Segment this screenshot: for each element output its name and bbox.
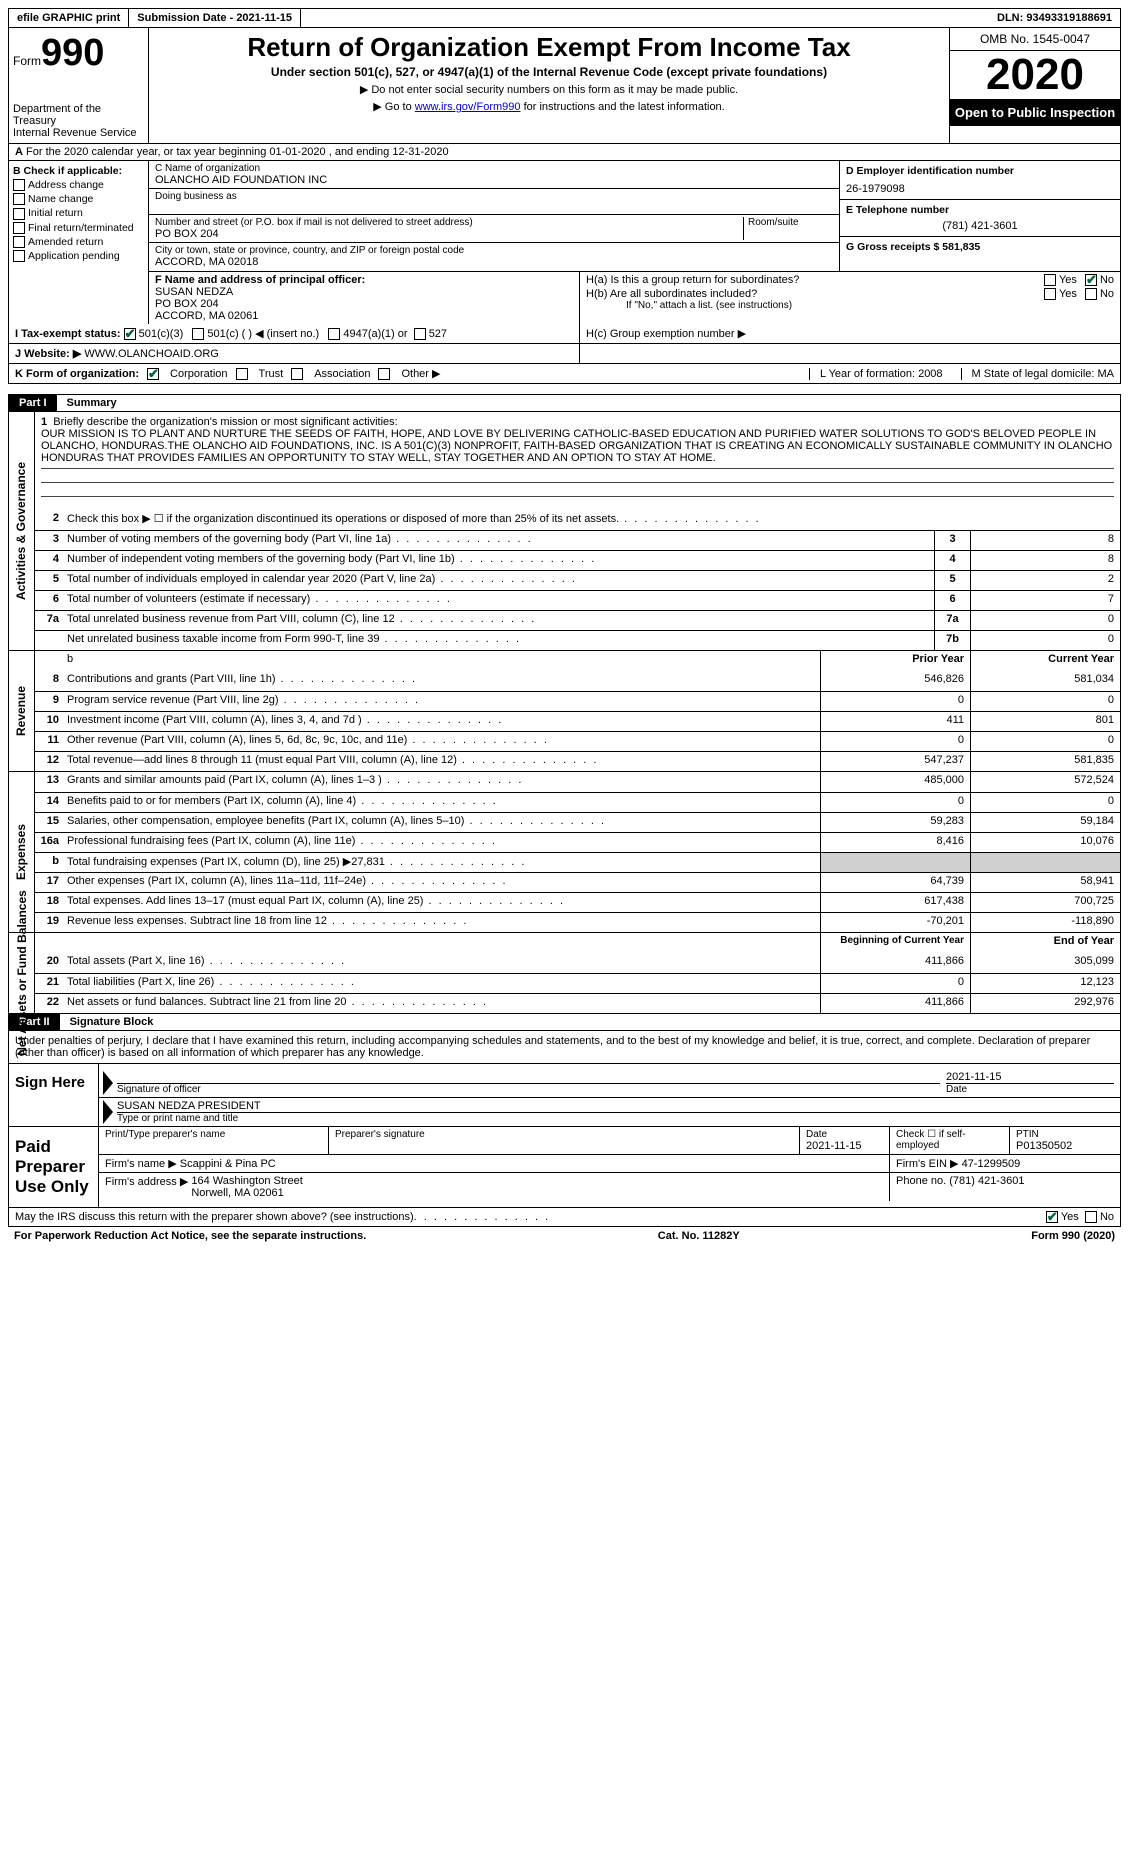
firm-address: 164 Washington Street Norwell, MA 02061: [191, 1175, 303, 1199]
firm-ein: 47-1299509: [962, 1158, 1021, 1170]
row-k: K Form of organization: Corporation Trus…: [8, 364, 1121, 384]
summary-row: 9Program service revenue (Part VIII, lin…: [35, 691, 1120, 711]
summary-row: 12Total revenue—add lines 8 through 11 (…: [35, 751, 1120, 771]
part-2-header: Part II Signature Block: [8, 1014, 1121, 1031]
declaration: Under penalties of perjury, I declare th…: [8, 1031, 1121, 1064]
row-j: J Website: ▶ WWW.OLANCHOAID.ORG: [8, 344, 1121, 364]
efile-label: efile GRAPHIC print: [9, 9, 129, 27]
ptin: P01350502: [1016, 1140, 1114, 1152]
summary-row: 6Total number of volunteers (estimate if…: [35, 590, 1120, 610]
summary-row: bTotal fundraising expenses (Part IX, co…: [35, 852, 1120, 872]
irs-link[interactable]: www.irs.gov/Form990: [415, 101, 521, 113]
chk-name[interactable]: Name change: [13, 193, 144, 205]
officer-name: SUSAN NEDZA PRESIDENT: [117, 1100, 1120, 1113]
form-header: Form990 Department of the Treasury Inter…: [8, 28, 1121, 144]
footer: For Paperwork Reduction Act Notice, see …: [8, 1227, 1121, 1245]
firm-phone: (781) 421-3601: [949, 1175, 1024, 1187]
ha-yes[interactable]: [1044, 274, 1056, 286]
note-link: ▶ Go to www.irs.gov/Form990 for instruct…: [157, 100, 941, 113]
box-f: F Name and address of principal officer:…: [149, 272, 580, 324]
chk-pending[interactable]: Application pending: [13, 250, 144, 262]
summary-row: 5Total number of individuals employed in…: [35, 570, 1120, 590]
chk-trust[interactable]: [236, 368, 248, 380]
summary-row: 13Grants and similar amounts paid (Part …: [35, 772, 1120, 792]
org-name: OLANCHO AID FOUNDATION INC: [155, 174, 833, 186]
org-address: PO BOX 204: [155, 228, 743, 240]
revenue-section: Revenue b Prior Year Current Year 8Contr…: [8, 651, 1121, 772]
submission-date: Submission Date - 2021-11-15: [129, 9, 301, 27]
sign-here-block: Sign Here Signature of officer 2021-11-1…: [8, 1064, 1121, 1127]
paid-preparer-block: Paid Preparer Use Only Print/Type prepar…: [8, 1127, 1121, 1208]
box-b: B Check if applicable: Address change Na…: [9, 161, 149, 324]
chk-assoc[interactable]: [291, 368, 303, 380]
note-ssn: ▶ Do not enter social security numbers o…: [157, 83, 941, 96]
part-1-header: Part I Summary: [8, 394, 1121, 412]
net-assets-section: Net Assets or Fund Balances Beginning of…: [8, 933, 1121, 1014]
summary-row: 3Number of voting members of the governi…: [35, 530, 1120, 550]
ha-no[interactable]: [1085, 274, 1097, 286]
summary-row: 21Total liabilities (Part X, line 26)012…: [35, 973, 1120, 993]
box-h: H(a) Is this a group return for subordin…: [580, 272, 1120, 324]
chk-other[interactable]: [378, 368, 390, 380]
form-title: Return of Organization Exempt From Incom…: [157, 32, 941, 63]
gross-receipts: G Gross receipts $ 581,835: [846, 241, 1114, 253]
tax-year: 2020: [950, 51, 1120, 99]
summary-row: 11Other revenue (Part VIII, column (A), …: [35, 731, 1120, 751]
state-domicile: M State of legal domicile: MA: [961, 368, 1114, 380]
discuss-row: May the IRS discuss this return with the…: [8, 1208, 1121, 1227]
activities-governance: Activities & Governance 1 Briefly descri…: [8, 412, 1121, 651]
chk-4947[interactable]: [328, 328, 340, 340]
ein: 26-1979098: [846, 183, 1114, 195]
discuss-no[interactable]: [1085, 1211, 1097, 1223]
firm-name: Scappini & Pina PC: [180, 1158, 276, 1170]
box-d: D Employer identification number 26-1979…: [840, 161, 1120, 271]
summary-row: 15Salaries, other compensation, employee…: [35, 812, 1120, 832]
dln: DLN: 93493319188691: [989, 9, 1120, 27]
summary-row: 22Net assets or fund balances. Subtract …: [35, 993, 1120, 1013]
chk-address[interactable]: Address change: [13, 179, 144, 191]
arrow-icon: [103, 1100, 113, 1124]
chk-527[interactable]: [414, 328, 426, 340]
hb-no[interactable]: [1085, 288, 1097, 300]
top-bar: efile GRAPHIC print Submission Date - 20…: [8, 8, 1121, 28]
discuss-yes[interactable]: [1046, 1211, 1058, 1223]
arrow-icon: [103, 1071, 113, 1095]
form-number: Form990: [13, 32, 144, 75]
box-c: C Name of organization OLANCHO AID FOUND…: [149, 161, 840, 271]
summary-row: 18Total expenses. Add lines 13–17 (must …: [35, 892, 1120, 912]
chk-amended[interactable]: Amended return: [13, 236, 144, 248]
hb-yes[interactable]: [1044, 288, 1056, 300]
chk-501c3[interactable]: [124, 328, 136, 340]
summary-row: 14Benefits paid to or for members (Part …: [35, 792, 1120, 812]
row-i-hc: I Tax-exempt status: 501(c)(3) 501(c) ( …: [8, 324, 1121, 344]
chk-final[interactable]: Final return/terminated: [13, 222, 144, 234]
summary-row: 10Investment income (Part VIII, column (…: [35, 711, 1120, 731]
chk-501c[interactable]: [192, 328, 204, 340]
telephone: (781) 421-3601: [846, 220, 1114, 232]
summary-row: 17Other expenses (Part IX, column (A), l…: [35, 872, 1120, 892]
row-a-period: A For the 2020 calendar year, or tax yea…: [8, 144, 1121, 161]
summary-row: 20Total assets (Part X, line 16)411,8663…: [35, 953, 1120, 973]
year-formation: L Year of formation: 2008: [809, 368, 953, 380]
mission-text: OUR MISSION IS TO PLANT AND NURTURE THE …: [41, 428, 1112, 464]
summary-row: 8Contributions and grants (Part VIII, li…: [35, 671, 1120, 691]
dept-treasury: Department of the Treasury Internal Reve…: [13, 103, 144, 139]
expenses-section: Expenses 13Grants and similar amounts pa…: [8, 772, 1121, 933]
summary-row: 19Revenue less expenses. Subtract line 1…: [35, 912, 1120, 932]
header-info-block: B Check if applicable: Address change Na…: [8, 161, 1121, 324]
summary-row: 7aTotal unrelated business revenue from …: [35, 610, 1120, 630]
chk-corp[interactable]: [147, 368, 159, 380]
summary-row: 16aProfessional fundraising fees (Part I…: [35, 832, 1120, 852]
omb-number: OMB No. 1545-0047: [950, 28, 1120, 51]
website: WWW.OLANCHOAID.ORG: [81, 348, 219, 360]
chk-initial[interactable]: Initial return: [13, 207, 144, 219]
summary-row: 4Number of independent voting members of…: [35, 550, 1120, 570]
sig-date: 2021-11-15: [946, 1071, 1114, 1084]
open-inspection: Open to Public Inspection: [950, 99, 1120, 126]
summary-row: Net unrelated business taxable income fr…: [35, 630, 1120, 650]
summary-row: 2Check this box ▶ ☐ if the organization …: [35, 510, 1120, 530]
form-subtitle: Under section 501(c), 527, or 4947(a)(1)…: [157, 65, 941, 79]
org-city: ACCORD, MA 02018: [155, 256, 833, 268]
